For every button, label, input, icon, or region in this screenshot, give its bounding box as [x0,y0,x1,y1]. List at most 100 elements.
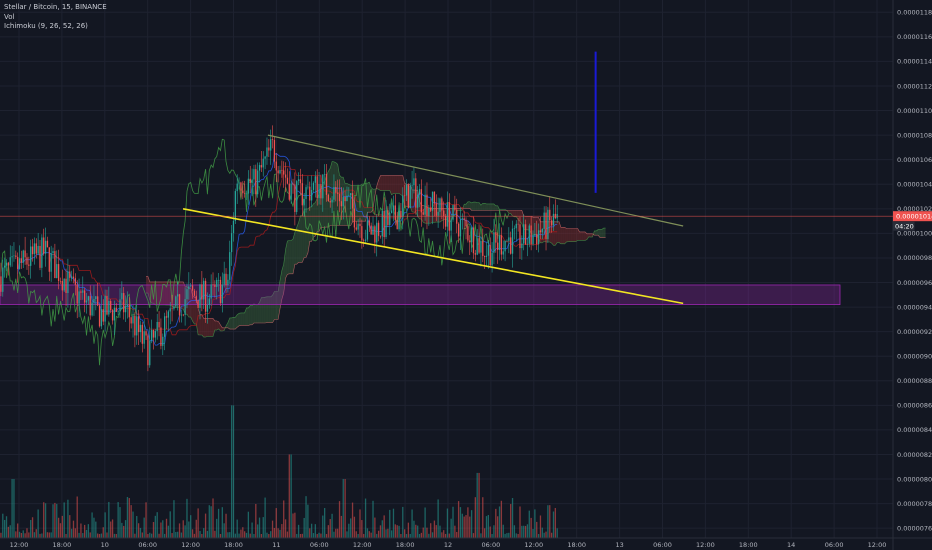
volume-bar [93,517,95,538]
candle-body [227,279,229,286]
candle-body [400,210,402,218]
volume-bar [493,525,495,538]
time-tick-label: 06:00 [482,541,501,549]
kumo-segment [389,175,392,195]
kumo-segment [588,233,591,238]
volume-bar [504,533,506,538]
volume-bar [137,523,140,538]
candle-body [350,193,352,196]
candle-body [219,279,222,304]
lower-trendline [182,208,684,305]
candle-body [57,264,60,281]
time-tick-label: 18:00 [567,541,586,549]
candle-body [389,213,391,226]
candle-body [72,276,75,279]
kumo-segment [337,164,340,226]
candle-body [137,316,140,333]
volume-bar [111,519,114,538]
candle-body [82,290,84,293]
volume-study-label[interactable]: Vol [4,12,15,21]
candle-body [543,212,545,229]
candle-body [459,219,462,237]
volume-bar [418,533,421,538]
candle-body [240,182,242,191]
volume-bar [376,533,378,538]
kumo-segment [387,175,390,191]
kumo-segment [399,175,401,195]
kumo-segment [315,198,318,236]
candle-body [243,193,246,194]
symbol-title[interactable]: Stellar / Bitcoin, 15, BINANCE [4,3,107,11]
candle-body [435,203,437,216]
volume-bar [428,533,430,538]
ichimoku-study-label[interactable]: Ichimoku (9, 26, 52, 26) [4,22,88,30]
kumo-segment [603,228,606,238]
time-tick-label: 12:00 [868,541,887,549]
kijun-line [48,166,558,336]
candle-body [139,324,142,333]
candle-body [70,276,73,278]
candle-body [26,257,28,265]
volume-bar [407,522,410,538]
kumo-segment [486,203,489,211]
time-tick-label: 12:00 [524,541,543,549]
candle-body [431,191,434,211]
candle-body [351,193,354,209]
volume-bar [204,513,207,538]
time-tick-label: 12 [444,541,452,549]
candle-body [515,223,517,229]
kumo-segment [400,175,403,197]
kumo-segment [279,270,282,309]
candle-body [513,228,516,229]
volume-bar [294,512,296,538]
candle-body [238,182,240,184]
volume-bar [297,524,300,538]
candle-body [310,189,313,201]
candle-body [191,285,194,291]
candle-body [340,201,343,207]
candle-body [430,207,432,211]
candle-body [13,255,15,257]
drawing-tools[interactable] [182,51,684,305]
candle-body [251,179,253,184]
volume-bar [141,532,143,538]
volume-bar [238,533,240,538]
volume-bar [307,504,309,538]
volume-bar [13,479,15,538]
kumo-segment [240,312,243,326]
volume-bar [225,513,227,538]
candle-body [121,293,123,300]
volume-bar [72,520,75,538]
candle-body [208,298,210,305]
candle-body [106,295,108,315]
candle-body [180,314,183,316]
kumo-segment [281,264,284,300]
volume-bar [405,533,408,538]
candle-body [2,267,4,292]
time-axis[interactable]: 12:00 18:00 10 06:00 12:00 18:00 11 06:00 12:00 1… [10,541,887,549]
volume-bar [487,514,490,538]
candle-body [158,321,160,328]
candle-body [80,291,82,293]
volume-bar [359,509,361,538]
candle-body [76,284,78,304]
volume-bar [126,496,129,538]
volume-bar [536,521,538,538]
candle-body [24,250,26,258]
kumo-segment [508,210,511,214]
candle-body [325,173,328,195]
candle-body [268,147,270,151]
candle-body [424,194,426,215]
volume-bar [478,472,480,538]
support-zone[interactable] [0,284,841,306]
candle-body [307,186,309,188]
senkou-span-b [146,175,606,330]
kumo-segment [488,203,491,211]
